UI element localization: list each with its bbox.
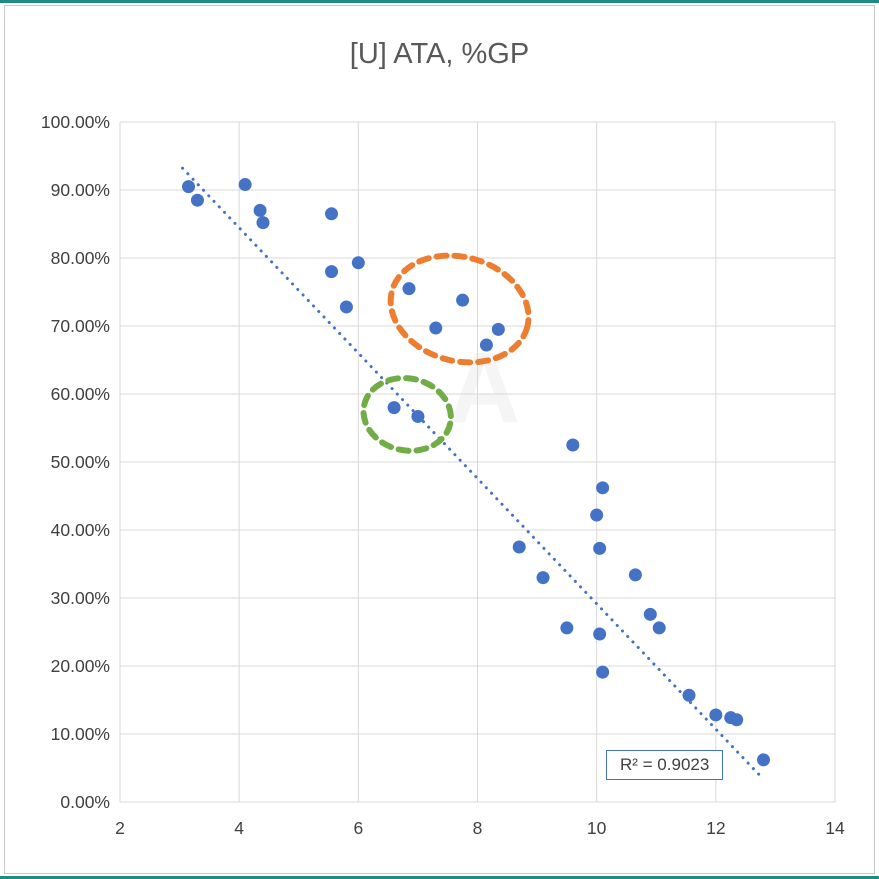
data-point [596, 481, 610, 495]
y-axis-tick-label: 90.00% [51, 180, 110, 200]
r-squared-label: R² = 0.9023 [606, 750, 724, 780]
x-axis-tick-label: 12 [706, 818, 725, 838]
data-point [590, 508, 604, 522]
y-axis-tick-label: 20.00% [51, 656, 110, 676]
x-axis-tick-label: 14 [825, 818, 845, 838]
y-axis-tick-label: 60.00% [51, 384, 110, 404]
data-point [325, 207, 339, 221]
data-point [652, 621, 666, 635]
x-axis-tick-label: 8 [473, 818, 483, 838]
data-point [387, 401, 401, 415]
data-point [182, 180, 196, 194]
y-axis-tick-label: 70.00% [51, 316, 110, 336]
data-point [429, 321, 443, 335]
data-point [709, 708, 723, 722]
data-point [730, 713, 744, 727]
data-point [596, 665, 610, 679]
x-axis-tick-label: 4 [234, 818, 244, 838]
y-axis-tick-label: 30.00% [51, 588, 110, 608]
data-point [479, 338, 493, 352]
data-point [757, 753, 770, 767]
data-point [566, 438, 580, 452]
x-axis-tick-label: 2 [115, 818, 125, 838]
data-point [325, 265, 339, 279]
data-point [560, 621, 574, 635]
data-point [593, 541, 607, 555]
data-point [411, 409, 425, 423]
trendline [181, 166, 763, 778]
x-axis-tick-label: 10 [587, 818, 607, 838]
bottom-teal-rule [0, 876, 879, 879]
y-axis-tick-label: 40.00% [51, 520, 110, 540]
data-point [628, 568, 642, 582]
data-point [351, 256, 365, 270]
data-point [512, 540, 526, 554]
data-point [491, 322, 505, 336]
data-point [402, 282, 416, 296]
green-cluster-ellipse [360, 375, 454, 454]
chart-border [4, 5, 875, 874]
top-teal-rule [0, 0, 879, 3]
chart-title: [U] ATA, %GP [349, 38, 530, 70]
data-point [456, 293, 470, 307]
y-axis-tick-label: 50.00% [51, 452, 110, 472]
x-axis-tick-label: 6 [353, 818, 363, 838]
data-point [536, 571, 550, 585]
data-point [682, 688, 696, 702]
y-axis-tick-label: 80.00% [51, 248, 110, 268]
data-point [190, 193, 204, 207]
data-point [253, 203, 267, 217]
data-point [593, 627, 607, 641]
data-point [238, 178, 252, 192]
orange-cluster-ellipse [387, 252, 532, 366]
y-axis-tick-label: 0.00% [60, 792, 110, 812]
y-axis-tick-label: 100.00% [41, 112, 110, 132]
data-point [643, 607, 657, 621]
data-point [339, 300, 353, 314]
y-axis-tick-label: 10.00% [51, 724, 110, 744]
data-point [256, 216, 270, 230]
